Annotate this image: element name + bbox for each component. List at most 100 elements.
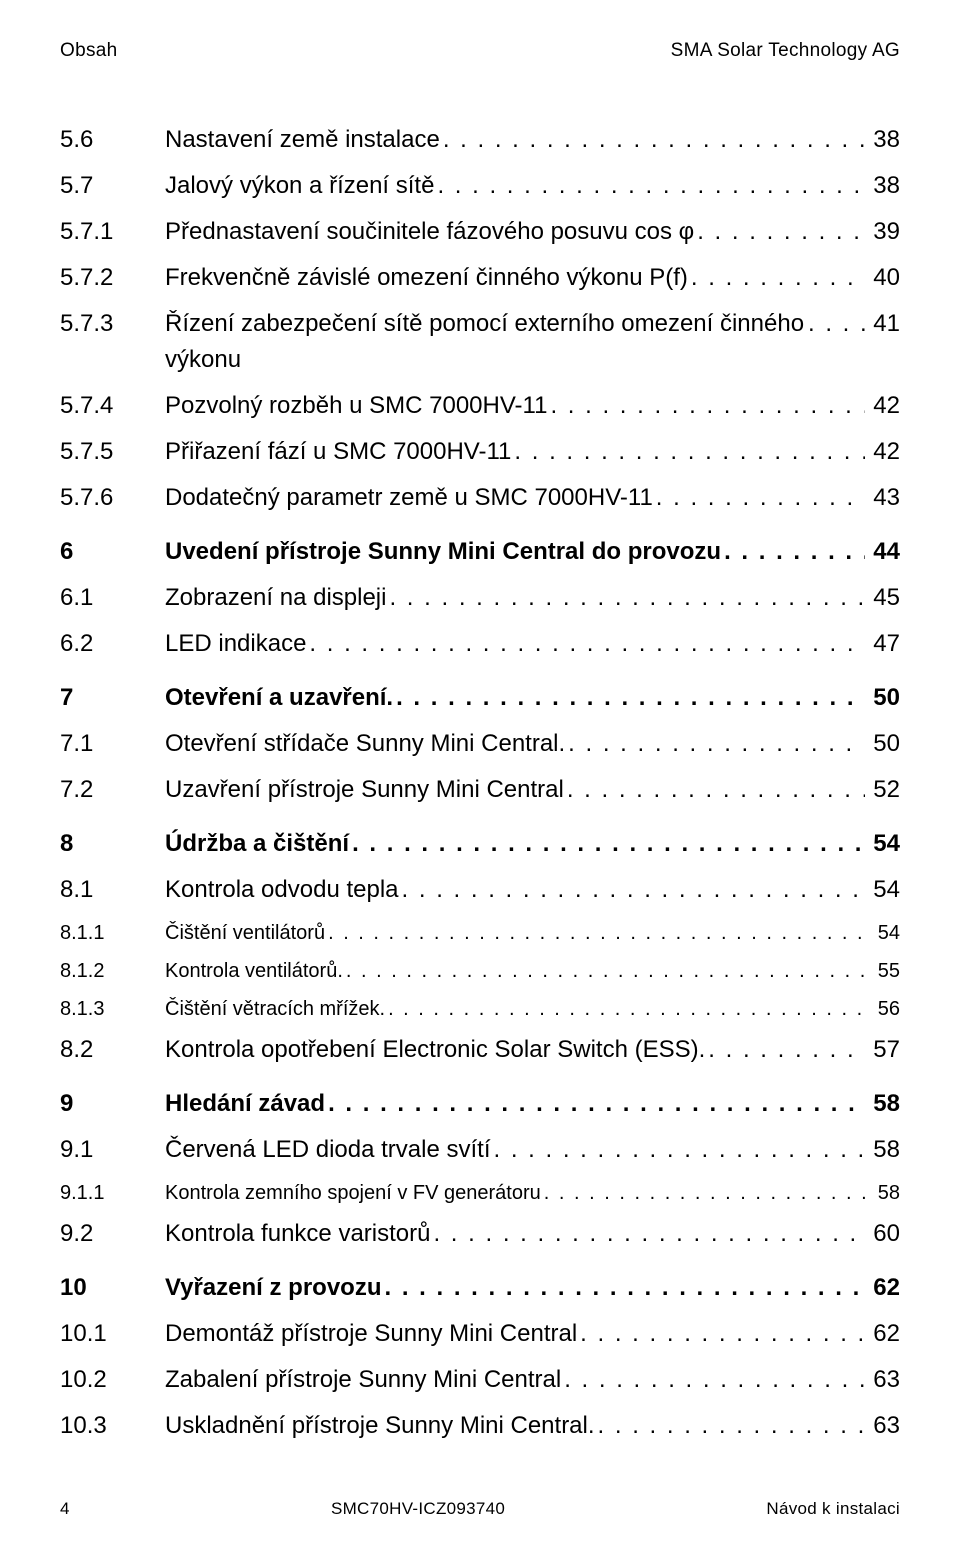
page-container: Obsah SMA Solar Technology AG 5.6Nastave…	[0, 0, 960, 1494]
toc-number: 10	[60, 1270, 165, 1306]
toc-leader-dots: . . . . . . . . . . . . . . . . . . . . …	[580, 1316, 865, 1352]
toc-page-number: 63	[868, 1362, 900, 1398]
toc-entry: 7.1Otevření střídače Sunny Mini Central.…	[60, 726, 900, 762]
toc-title: Dodatečný parametr země u SMC 7000HV-11	[165, 480, 653, 516]
toc-page-number: 55	[868, 956, 900, 986]
toc-page-number: 44	[868, 534, 900, 570]
toc-title: Přiřazení fází u SMC 7000HV-11	[165, 434, 511, 470]
toc-entry: 10.3Uskladnění přístroje Sunny Mini Cent…	[60, 1408, 900, 1444]
toc-page-number: 50	[868, 680, 900, 716]
toc-leader-dots: . . . . . . . . . . . . . . . . . . . . …	[568, 726, 865, 762]
toc-number: 5.7.2	[60, 260, 165, 296]
toc-page-number: 63	[868, 1408, 900, 1444]
toc-leader-dots: . . . . . . . . . . . . . . . . . . . . …	[443, 122, 865, 158]
toc-leader-dots: . . . . . . . . . . . . . . . . . . . . …	[402, 872, 865, 908]
toc-number: 8.1.1	[60, 918, 165, 948]
toc-entry: 7.2Uzavření přístroje Sunny Mini Central…	[60, 772, 900, 808]
toc-leader-dots: . . . . . . . . . . . . . . . . . . . . …	[389, 580, 865, 616]
toc-number: 9.1	[60, 1132, 165, 1168]
toc-entry: 5.7.6Dodatečný parametr země u SMC 7000H…	[60, 480, 900, 516]
toc-title: Frekvenčně závislé omezení činného výkon…	[165, 260, 688, 296]
toc-leader-dots: . . . . . . . . . . . . . . . . . . . . …	[328, 918, 865, 948]
header-left: Obsah	[60, 40, 117, 62]
toc-entry: 10.2Zabalení přístroje Sunny Mini Centra…	[60, 1362, 900, 1398]
toc-leader-dots: . . . . . . . . . . . . . . . . . . . . …	[691, 260, 865, 296]
footer-doc-code: SMC70HV-ICZ093740	[331, 1499, 505, 1519]
toc-entry: 9Hledání závad. . . . . . . . . . . . . …	[60, 1086, 900, 1122]
toc-page-number: 54	[868, 918, 900, 948]
toc-number: 8.2	[60, 1032, 165, 1068]
toc-title: Kontrola zemního spojení v FV generátoru	[165, 1178, 541, 1208]
toc-number: 10.1	[60, 1316, 165, 1352]
toc-leader-dots: . . . . . . . . . . . . . . . . . . . . …	[697, 214, 865, 250]
toc-leader-dots: . . . . . . . . . . . . . . . . . . . . …	[388, 994, 865, 1024]
toc-number: 5.7	[60, 168, 165, 204]
footer-page-number: 4	[60, 1499, 70, 1519]
toc-entry: 5.6Nastavení země instalace. . . . . . .…	[60, 122, 900, 158]
toc-entry: 8.1Kontrola odvodu tepla. . . . . . . . …	[60, 872, 900, 908]
toc-leader-dots: . . . . . . . . . . . . . . . . . . . . …	[396, 680, 865, 716]
toc-title: Zabalení přístroje Sunny Mini Central	[165, 1362, 561, 1398]
toc-leader-dots: . . . . . . . . . . . . . . . . . . . . …	[708, 1032, 865, 1068]
toc-entry: 10.1Demontáž přístroje Sunny Mini Centra…	[60, 1316, 900, 1352]
toc-page-number: 45	[868, 580, 900, 616]
toc-title: Kontrola opotřebení Electronic Solar Swi…	[165, 1032, 705, 1068]
toc-entry: 9.2Kontrola funkce varistorů. . . . . . …	[60, 1216, 900, 1252]
toc-number: 7.1	[60, 726, 165, 762]
toc-page-number: 42	[868, 434, 900, 470]
toc-entry: 10Vyřazení z provozu. . . . . . . . . . …	[60, 1270, 900, 1306]
toc-page-number: 56	[868, 994, 900, 1024]
toc-page-number: 47	[868, 626, 900, 662]
toc-title: Hledání závad	[165, 1086, 325, 1122]
toc-number: 10.2	[60, 1362, 165, 1398]
toc-number: 10.3	[60, 1408, 165, 1444]
toc-page-number: 60	[868, 1216, 900, 1252]
toc-entry: 5.7.2Frekvenčně závislé omezení činného …	[60, 260, 900, 296]
header-right: SMA Solar Technology AG	[671, 40, 900, 62]
toc-number: 6.1	[60, 580, 165, 616]
toc-title: Uvedení přístroje Sunny Mini Central do …	[165, 534, 721, 570]
toc-number: 5.7.1	[60, 214, 165, 250]
toc-entry: 5.7.4Pozvolný rozběh u SMC 7000HV-11. . …	[60, 388, 900, 424]
toc-page-number: 42	[868, 388, 900, 424]
toc-entry: 9.1.1Kontrola zemního spojení v FV gener…	[60, 1178, 900, 1208]
toc-number: 8.1.3	[60, 994, 165, 1024]
toc-page-number: 62	[868, 1316, 900, 1352]
toc-leader-dots: . . . . . . . . . . . . . . . . . . . . …	[328, 1086, 865, 1122]
toc-entry: 6.2LED indikace. . . . . . . . . . . . .…	[60, 626, 900, 662]
toc-page-number: 58	[868, 1132, 900, 1168]
toc-title: Jalový výkon a řízení sítě	[165, 168, 434, 204]
toc-page-number: 58	[868, 1178, 900, 1208]
toc-leader-dots: . . . . . . . . . . . . . . . . . . . . …	[437, 168, 865, 204]
toc-leader-dots: . . . . . . . . . . . . . . . . . . . . …	[346, 956, 865, 986]
page-header: Obsah SMA Solar Technology AG	[60, 40, 900, 62]
toc-leader-dots: . . . . . . . . . . . . . . . . . . . . …	[564, 1362, 865, 1398]
toc-title: Červená LED dioda trvale svítí	[165, 1132, 491, 1168]
toc-page-number: 39	[868, 214, 900, 250]
toc-leader-dots: . . . . . . . . . . . . . . . . . . . . …	[385, 1270, 866, 1306]
toc-entry: 6Uvedení přístroje Sunny Mini Central do…	[60, 534, 900, 570]
toc-page-number: 62	[868, 1270, 900, 1306]
toc-entry: 8.1.2Kontrola ventilátorů.. . . . . . . …	[60, 956, 900, 986]
toc-page-number: 38	[868, 168, 900, 204]
footer-doc-title: Návod k instalaci	[766, 1499, 900, 1519]
toc-number: 5.7.4	[60, 388, 165, 424]
toc-number: 8	[60, 826, 165, 862]
toc-leader-dots: . . . . . . . . . . . . . . . . . . . . …	[550, 388, 865, 424]
toc-number: 9.2	[60, 1216, 165, 1252]
toc-leader-dots: . . . . . . . . . . . . . . . . . . . . …	[567, 772, 865, 808]
toc-number: 6.2	[60, 626, 165, 662]
toc-title: Údržba a čištění	[165, 826, 349, 862]
toc-number: 5.7.6	[60, 480, 165, 516]
toc-leader-dots: . . . . . . . . . . . . . . . . . . . . …	[309, 626, 865, 662]
toc-number: 9.1.1	[60, 1178, 165, 1208]
toc-title: Uskladnění přístroje Sunny Mini Central.	[165, 1408, 595, 1444]
toc-page-number: 50	[868, 726, 900, 762]
toc-number: 7	[60, 680, 165, 716]
toc-entry: 6.1Zobrazení na displeji. . . . . . . . …	[60, 580, 900, 616]
toc-page-number: 52	[868, 772, 900, 808]
toc-entry: 7Otevření a uzavření.. . . . . . . . . .…	[60, 680, 900, 716]
toc-number: 8.1.2	[60, 956, 165, 986]
toc-leader-dots: . . . . . . . . . . . . . . . . . . . . …	[514, 434, 865, 470]
toc-title: Otevření a uzavření.	[165, 680, 393, 716]
